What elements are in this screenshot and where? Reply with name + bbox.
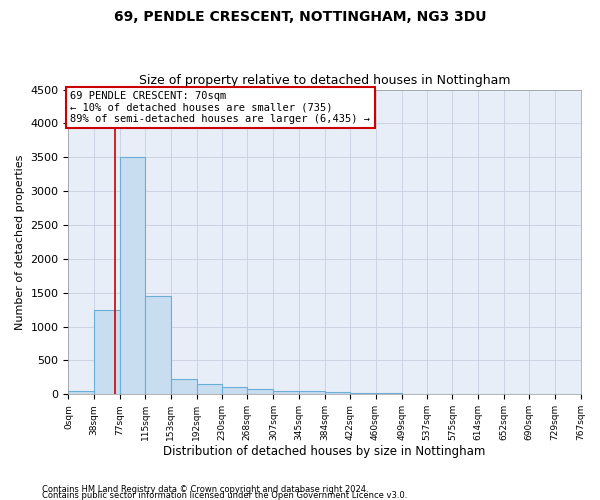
Text: 69, PENDLE CRESCENT, NOTTINGHAM, NG3 3DU: 69, PENDLE CRESCENT, NOTTINGHAM, NG3 3DU <box>114 10 486 24</box>
Bar <box>197 384 222 394</box>
X-axis label: Distribution of detached houses by size in Nottingham: Distribution of detached houses by size … <box>163 444 485 458</box>
Text: Contains HM Land Registry data © Crown copyright and database right 2024.: Contains HM Land Registry data © Crown c… <box>42 485 368 494</box>
Y-axis label: Number of detached properties: Number of detached properties <box>15 154 25 330</box>
Bar <box>68 391 94 394</box>
Bar <box>350 393 376 394</box>
Bar <box>376 393 401 394</box>
Bar <box>222 387 247 394</box>
Bar <box>325 392 350 394</box>
Text: Contains public sector information licensed under the Open Government Licence v3: Contains public sector information licen… <box>42 490 407 500</box>
Bar <box>145 296 170 394</box>
Bar <box>170 378 197 394</box>
Bar <box>120 158 145 394</box>
Text: 69 PENDLE CRESCENT: 70sqm
← 10% of detached houses are smaller (735)
89% of semi: 69 PENDLE CRESCENT: 70sqm ← 10% of detac… <box>70 91 370 124</box>
Bar <box>247 390 274 394</box>
Bar <box>94 310 120 394</box>
Bar <box>299 391 325 394</box>
Title: Size of property relative to detached houses in Nottingham: Size of property relative to detached ho… <box>139 74 510 87</box>
Bar <box>274 390 299 394</box>
